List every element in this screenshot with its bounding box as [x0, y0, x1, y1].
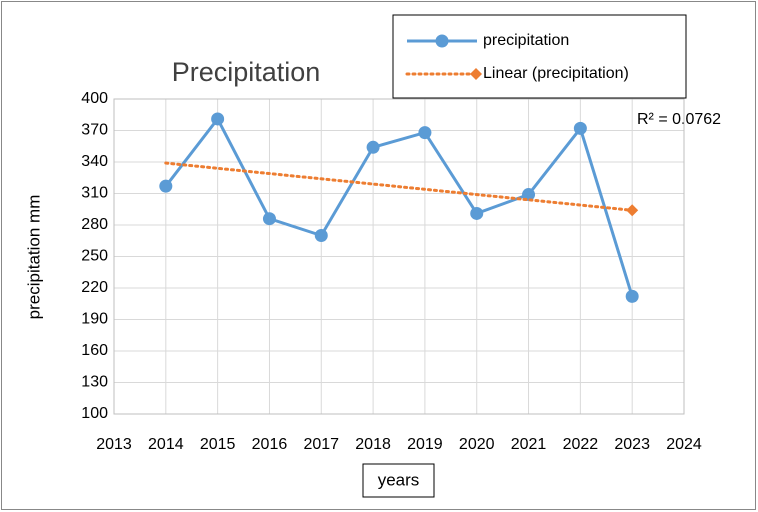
x-tick-label: 2018 [355, 436, 391, 453]
x-axis-title: years [378, 470, 420, 489]
marker [573, 121, 587, 135]
y-tick-label: 250 [81, 248, 108, 265]
marker [211, 112, 225, 126]
marker [470, 68, 482, 80]
x-tick-label: 2013 [96, 436, 132, 453]
x-tick-label: 2017 [303, 436, 339, 453]
y-tick-label: 130 [81, 374, 108, 391]
marker [435, 34, 449, 48]
x-tick-label: 2020 [459, 436, 495, 453]
y-tick-label: 340 [81, 153, 108, 170]
chart-title: Precipitation [172, 57, 321, 87]
marker [470, 206, 484, 220]
x-tick-label: 2019 [407, 436, 443, 453]
x-tick-label: 2022 [563, 436, 599, 453]
x-tick-label: 2023 [614, 436, 650, 453]
x-tick-label: 2024 [666, 436, 702, 453]
marker [159, 179, 173, 193]
series-line [164, 116, 634, 297]
x-tick-label: 2014 [148, 436, 184, 453]
series-line [164, 161, 634, 212]
y-tick-label: 220 [81, 279, 108, 296]
legend-label: precipitation [483, 32, 569, 49]
y-tick-label: 400 [81, 90, 108, 107]
y-tick-label: 100 [81, 405, 108, 422]
legend-box [392, 14, 687, 99]
marker [522, 188, 536, 202]
y-tick-label: 280 [81, 216, 108, 233]
y-tick-label: 310 [81, 185, 108, 202]
marker [314, 229, 328, 242]
plot-border [113, 98, 685, 415]
x-tick-label: 2021 [511, 436, 547, 453]
x-tick-label: 2016 [252, 436, 288, 453]
marker [625, 289, 639, 303]
legend-label: Linear (precipitation) [483, 65, 629, 82]
y-tick-label: 190 [81, 311, 108, 328]
marker [262, 212, 276, 226]
annotation: R² = 0.0762 [637, 111, 721, 128]
marker [626, 204, 639, 217]
y-axis-title: precipitation mm [24, 195, 43, 320]
marker [418, 126, 432, 140]
x-axis-title-box [362, 463, 435, 498]
x-tick-label: 2015 [200, 436, 236, 453]
marker [366, 140, 380, 154]
y-tick-label: 370 [81, 122, 108, 139]
y-tick-label: 160 [81, 342, 108, 359]
